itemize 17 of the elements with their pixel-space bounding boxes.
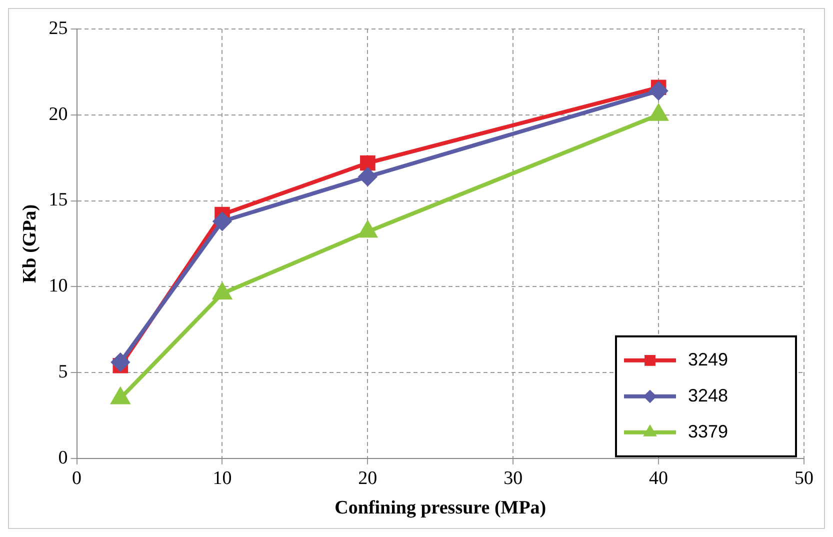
x-tick-label: 20 xyxy=(358,468,378,489)
x-tick-label: 10 xyxy=(212,468,232,489)
y-tick-label: 20 xyxy=(48,104,68,125)
legend-label: 3249 xyxy=(688,349,728,370)
x-tick-label: 50 xyxy=(794,468,814,489)
y-tick-label: 5 xyxy=(58,362,68,383)
y-tick-label: 0 xyxy=(58,447,68,468)
y-axis-title: Kb (GPa) xyxy=(19,204,40,284)
x-tick-label: 30 xyxy=(504,468,523,489)
x-tick-label: 0 xyxy=(72,468,82,489)
y-tick-label: 15 xyxy=(48,190,68,211)
y-tick-label: 25 xyxy=(48,18,68,39)
legend-label: 3248 xyxy=(688,385,728,406)
y-tick-label: 10 xyxy=(48,276,68,297)
x-axis-title: Confining pressure (MPa) xyxy=(334,498,546,519)
x-tick-label: 40 xyxy=(649,468,668,489)
legend-label: 3379 xyxy=(688,421,728,442)
